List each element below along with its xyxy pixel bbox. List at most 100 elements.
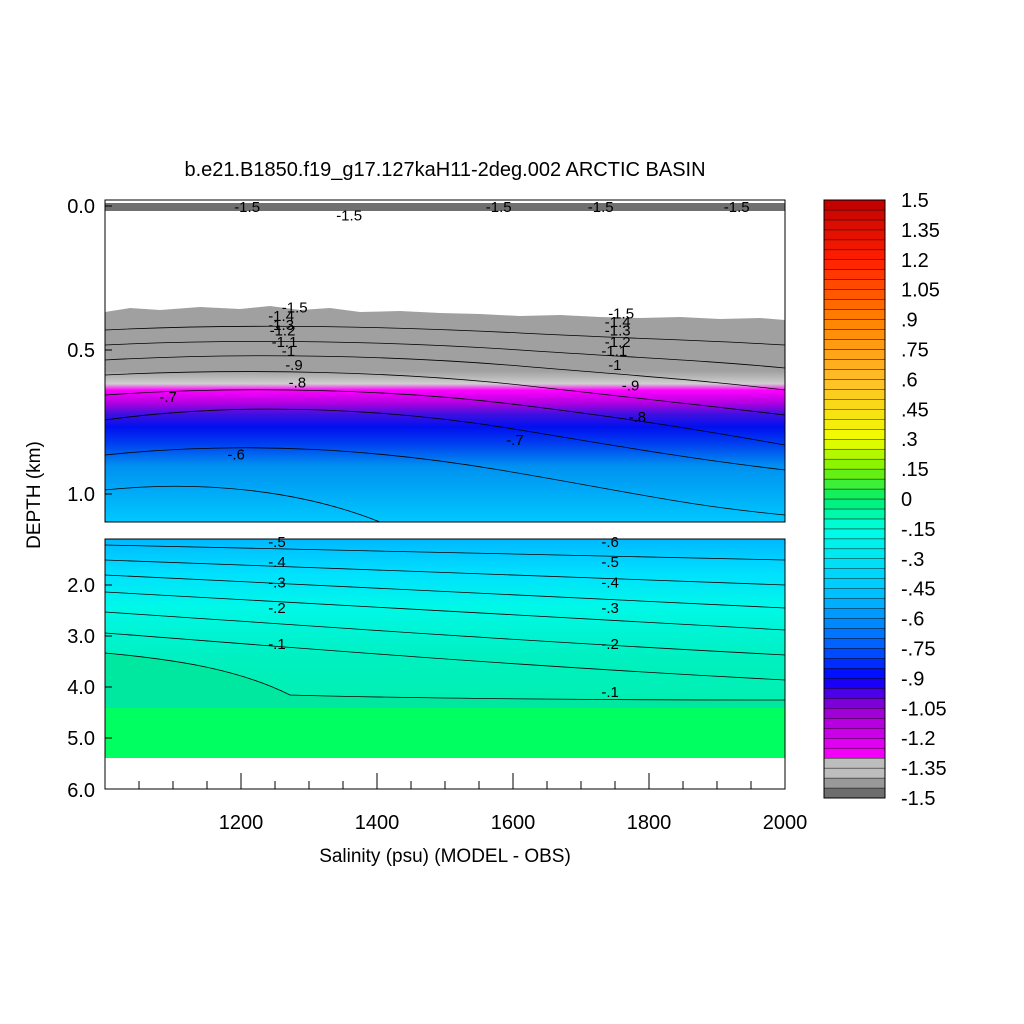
contour-label: -.1	[268, 636, 286, 653]
contour-label: -.5	[268, 534, 286, 551]
colorbar-tick-label: .3	[901, 429, 918, 451]
colorbar-bin	[823, 369, 886, 380]
colorbar-bin	[823, 538, 886, 550]
contour-label: -1.4	[605, 314, 631, 331]
colorbar-bin	[823, 638, 886, 649]
y-tick-label: 6.0	[67, 780, 95, 802]
colorbar-bin	[823, 618, 886, 629]
colorbar-bin	[823, 439, 886, 450]
colorbar-tick-label: .15	[901, 459, 929, 481]
colorbar-bin	[823, 568, 886, 579]
contour-label: -.7	[506, 432, 524, 449]
contour-label: -.6	[227, 446, 245, 463]
contour-label: -.2	[601, 636, 619, 653]
lower-field-bottom-band	[105, 708, 785, 758]
colorbar-bin	[823, 399, 886, 410]
colorbar-tick-label: -.75	[901, 639, 935, 661]
contour-label: -1.2	[605, 334, 631, 351]
colorbar-bin	[823, 448, 886, 460]
colorbar-bin	[823, 588, 886, 599]
colorbar-bin	[823, 409, 886, 420]
colorbar-tick-label: -1.05	[901, 698, 947, 720]
x-ticks: 1200 1400 1600 1800 2000	[219, 773, 807, 834]
colorbar-bin	[823, 279, 886, 290]
contour-line	[105, 559, 785, 586]
lower-panel: 2.0 3.0 4.0 5.0 6.0 -.5-.4-.3-.2-.1-.6-.…	[67, 534, 807, 834]
surface-strip	[105, 203, 785, 211]
upper-contour-lines	[105, 325, 785, 522]
contour-label: -1	[282, 343, 295, 360]
contour-label: -.2	[268, 600, 286, 617]
contour-label: -1.5	[282, 300, 308, 317]
x-tick-label: 1800	[627, 812, 672, 834]
colorbar-bin	[823, 389, 886, 400]
colorbar-tick-label: 0	[901, 489, 912, 511]
contour-label: -1.3	[605, 323, 631, 340]
colorbar-bin	[823, 299, 886, 310]
contour-label: -1.4	[268, 308, 294, 325]
colorbar	[823, 199, 886, 799]
colorbar-bin	[823, 269, 886, 280]
colorbar-bin	[823, 289, 886, 300]
colorbar-bin	[823, 728, 886, 739]
colorbar-bin	[823, 777, 886, 789]
contour-label: -1.1	[601, 343, 627, 360]
contour-label: -.9	[285, 357, 303, 374]
contour-label: -.3	[601, 600, 619, 617]
colorbar-bin	[823, 718, 886, 729]
lower-contour-labels: -.5 -.4 -.3 -.2 -.1 -.6 -.5 -.4 -.3 -.2 -.1	[268, 534, 619, 701]
contour-label: -.4	[601, 575, 619, 592]
colorbar-bin	[823, 379, 886, 390]
colorbar-tick-label: 1.5	[901, 190, 929, 212]
contour-line	[105, 591, 785, 631]
colorbar-bin	[823, 668, 886, 679]
upper-y-ticks: 0.0 0.5 1.0	[67, 196, 112, 506]
contour-label: -1.3	[268, 317, 294, 334]
x-tick-label: 1600	[491, 812, 536, 834]
colorbar-bin	[823, 319, 886, 330]
colorbar-bin	[823, 429, 886, 440]
colorbar-tick-label: .6	[901, 369, 918, 391]
contour-line	[105, 389, 785, 446]
colorbar-bin	[823, 359, 886, 370]
colorbar-bin	[823, 628, 886, 639]
colorbar-tick-label: -.3	[901, 549, 924, 571]
contour-label: -1.2	[270, 323, 296, 340]
y-tick-label: 0.0	[67, 196, 95, 218]
contour-line	[105, 611, 785, 656]
colorbar-bin	[823, 738, 886, 749]
colorbar-bin	[823, 528, 886, 540]
colorbar-tick-label: -1.35	[901, 758, 947, 780]
y-tick-label: 0.5	[67, 340, 95, 362]
colorbar-bin	[823, 518, 886, 530]
colorbar-tick-label: -1.5	[901, 788, 935, 810]
colorbar-bin	[823, 598, 886, 609]
upper-panel: 0.0 0.5 1.0 -.6-.7-.7-.8-.8-.9-.9-1-1-1.…	[67, 196, 786, 523]
colorbar-tick-label: .45	[901, 399, 929, 421]
y-tick-label: 5.0	[67, 728, 95, 750]
colorbar-bin	[823, 678, 886, 689]
colorbar-tick-label: 1.35	[901, 220, 940, 242]
contour-line	[105, 632, 785, 681]
contour-line	[105, 447, 785, 516]
contour-label: -.9	[622, 377, 640, 394]
y-tick-label: 4.0	[67, 677, 95, 699]
colorbar-bin	[823, 688, 886, 699]
colorbar-bin	[823, 309, 886, 320]
colorbar-tick-label: 1.2	[901, 250, 929, 272]
contour-label: -.1	[601, 684, 619, 701]
colorbar-bin	[823, 488, 886, 500]
colorbar-bin	[823, 608, 886, 619]
contour-label: -1.5	[724, 199, 750, 216]
y-axis-label: DEPTH (km)	[24, 441, 45, 549]
contour-line	[105, 652, 785, 701]
colorbar-bin	[823, 329, 886, 340]
colorbar-bin	[823, 458, 886, 470]
colorbar-bin	[823, 259, 886, 270]
y-tick-label: 1.0	[67, 484, 95, 506]
colorbar-tick-label: -.9	[901, 668, 924, 690]
contour-line	[105, 371, 785, 416]
contour-line	[105, 408, 785, 471]
colorbar-tick-label: -.15	[901, 519, 935, 541]
x-axis-label: Salinity (psu) (MODEL - OBS)	[319, 846, 571, 867]
